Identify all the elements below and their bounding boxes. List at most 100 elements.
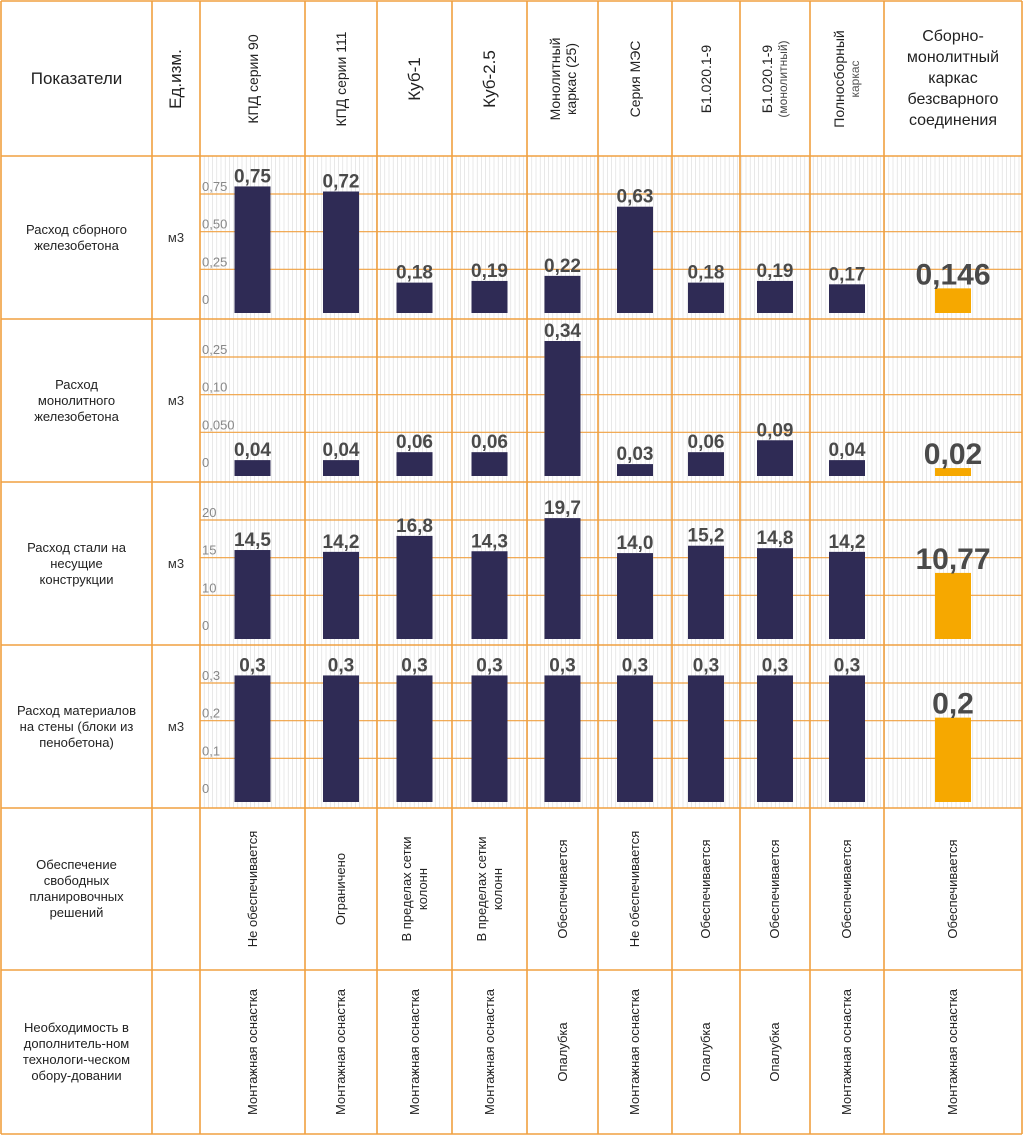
bar xyxy=(617,464,653,476)
bar xyxy=(396,535,433,639)
tick-label: 0,25 xyxy=(202,254,227,269)
tick-label: 0 xyxy=(202,618,209,633)
data-label: 0,3 xyxy=(834,655,860,676)
data-label: 0,19 xyxy=(471,261,508,282)
bar xyxy=(234,186,271,313)
row-unit-2: м3 xyxy=(167,392,185,408)
tick-label: 0,2 xyxy=(202,706,220,721)
header-col-1: КПД серии 90 xyxy=(244,33,261,124)
tick-label: 15 xyxy=(202,543,216,558)
text-row-1-cell-6: Не обеспечивается xyxy=(627,830,642,948)
text-row-2-cell-6: Монтажная оснастка xyxy=(627,989,642,1115)
text-row-2-cell-2: Монтажная оснастка xyxy=(333,989,348,1115)
header-col-10: Сборно-монолитный каркас безсварного сое… xyxy=(906,28,1000,129)
data-label: 0,3 xyxy=(476,655,502,676)
data-label: 0,06 xyxy=(396,432,433,453)
tick-label: 0 xyxy=(202,781,209,796)
text-row-2-cell-1: Монтажная оснастка xyxy=(244,989,260,1115)
data-label: 0,03 xyxy=(617,444,654,465)
data-label: 0,2 xyxy=(932,688,974,721)
bar xyxy=(688,452,724,476)
text-row-1-cell-3: В пределах сетки колонн xyxy=(398,836,430,942)
data-label: 0,18 xyxy=(688,263,725,284)
bar xyxy=(935,288,971,313)
text-row-label-1: Обеспечение свободных планировочных реше… xyxy=(29,857,124,920)
data-label: 14,0 xyxy=(617,533,654,554)
bar xyxy=(544,341,581,476)
tick-label: 10 xyxy=(202,580,216,595)
data-label: 0,06 xyxy=(688,432,725,453)
bar xyxy=(323,675,359,802)
bar xyxy=(688,545,724,639)
tick-label: 0 xyxy=(202,292,209,307)
text-row-1-cell-5: Обеспечивается xyxy=(554,839,570,939)
data-label: 0,04 xyxy=(234,440,271,461)
header-col-3: Куб-1 xyxy=(404,56,424,101)
header-col-9: Полносборный каркас xyxy=(831,29,862,128)
row-label-3: Расход стали на несущие конструкции xyxy=(27,539,126,587)
bar xyxy=(396,675,433,802)
tick-label: 0,3 xyxy=(202,668,220,683)
data-label: 0,3 xyxy=(239,655,265,676)
data-label: 0,09 xyxy=(757,420,794,441)
data-label: 10,77 xyxy=(915,543,990,576)
tick-label: 0,050 xyxy=(202,417,235,432)
bar xyxy=(757,548,793,639)
data-label: 0,72 xyxy=(323,172,360,193)
data-label: 0,3 xyxy=(328,655,354,676)
header-col-5: Монолитный каркас (25) xyxy=(546,37,579,120)
data-label: 14,3 xyxy=(471,531,508,552)
data-label: 0,75 xyxy=(234,166,271,187)
row-label-1: Расход сборного железобетона xyxy=(26,221,127,253)
bar xyxy=(935,572,971,639)
header-indicators: Показатели xyxy=(30,68,123,88)
text-row-1-cell-8: Обеспечивается xyxy=(767,839,782,939)
bar xyxy=(935,468,971,476)
bar xyxy=(617,206,653,313)
bar xyxy=(234,675,271,802)
row-unit-3: м3 xyxy=(167,555,185,571)
bar xyxy=(757,675,793,802)
bar xyxy=(471,280,508,313)
bar xyxy=(544,518,581,639)
data-label: 0,02 xyxy=(924,438,982,471)
bar xyxy=(471,551,508,639)
row-label-4: Расход материалов на стены (блоки из пен… xyxy=(17,702,136,750)
bar xyxy=(829,551,865,639)
tick-label: 0,10 xyxy=(202,380,227,395)
data-label: 0,17 xyxy=(829,264,866,285)
text-row-1-cell-9: Обеспечивается xyxy=(839,839,854,939)
bar xyxy=(829,460,865,476)
bar xyxy=(396,282,433,313)
data-label: 19,7 xyxy=(544,498,581,519)
bar xyxy=(396,452,433,476)
data-label: 0,04 xyxy=(829,440,866,461)
text-row-label-2: Необходимость в дополнитель-ном технолог… xyxy=(22,1020,131,1083)
text-row-2-cell-7: Опалубка xyxy=(698,1022,713,1082)
data-label: 0,34 xyxy=(544,321,581,342)
bar xyxy=(688,282,724,313)
tick-label: 0,1 xyxy=(202,743,220,758)
text-row-1-cell-7: Обеспечивается xyxy=(698,839,713,939)
text-row-2-cell-3: Монтажная оснастка xyxy=(406,989,422,1115)
tick-label: 0,25 xyxy=(202,342,227,357)
data-label: 0,19 xyxy=(757,261,794,282)
data-label: 0,18 xyxy=(396,263,433,284)
data-label: 0,06 xyxy=(471,432,508,453)
tick-label: 0 xyxy=(202,455,209,470)
data-label: 14,2 xyxy=(323,532,360,553)
data-label: 16,8 xyxy=(396,516,433,537)
data-label: 0,3 xyxy=(549,655,575,676)
data-label: 0,63 xyxy=(617,187,654,208)
header-col-2: КПД серии 111 xyxy=(333,31,349,126)
bar xyxy=(471,675,508,802)
data-label: 0,3 xyxy=(762,655,788,676)
data-label: 0,146 xyxy=(915,258,990,291)
bar xyxy=(544,675,581,802)
data-label: 0,22 xyxy=(544,256,581,277)
header-unit: Ед.изм. xyxy=(166,48,185,109)
bar xyxy=(323,551,359,639)
data-label: 14,2 xyxy=(829,532,866,553)
data-label: 14,8 xyxy=(757,528,794,549)
